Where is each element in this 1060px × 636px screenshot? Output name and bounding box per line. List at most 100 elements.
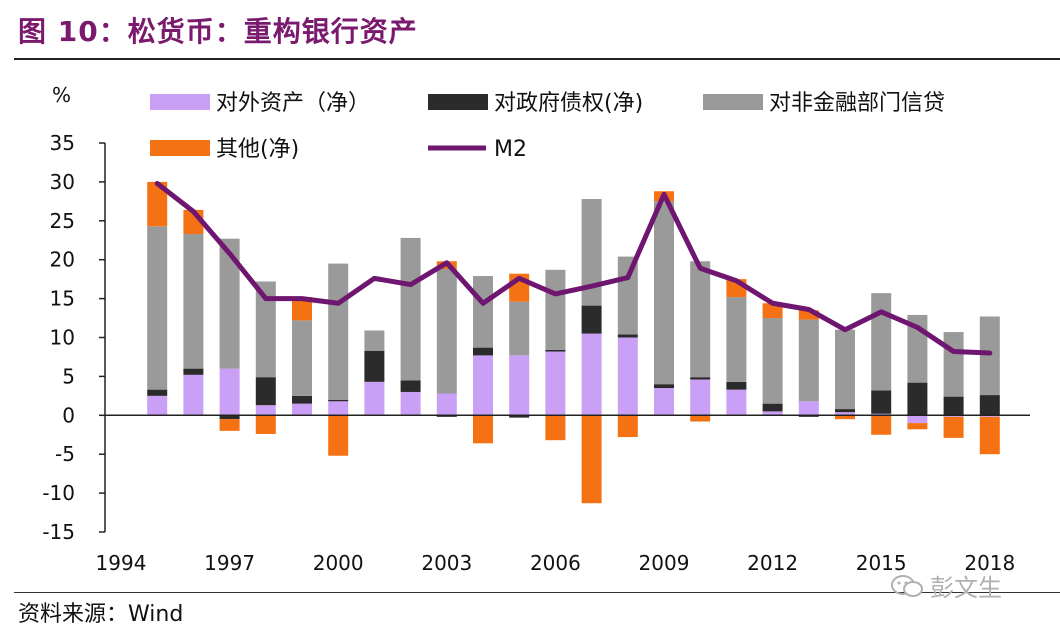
y-tick-label: 30 xyxy=(50,170,75,194)
bar-other-2015 xyxy=(871,415,892,435)
bar-nonfin-1999 xyxy=(292,320,312,396)
bar-nonfin-2008 xyxy=(617,256,638,335)
bar-other-1995 xyxy=(147,181,168,227)
bar-gov-2004 xyxy=(473,347,493,356)
x-tick-label: 2018 xyxy=(964,551,1015,575)
bar-nonfin-2013 xyxy=(798,319,819,402)
bar-foreign-1995 xyxy=(147,395,168,416)
bar-gov-2002 xyxy=(400,380,421,392)
bar-gov-2013 xyxy=(798,415,819,417)
bar-foreign-2007 xyxy=(581,333,602,416)
bar-other-2012 xyxy=(762,303,783,319)
bar-nonfin-2003 xyxy=(436,269,457,394)
bar-nonfin-2002 xyxy=(400,237,421,381)
wechat-icon xyxy=(891,574,923,597)
bar-foreign-2016 xyxy=(907,415,928,424)
legend-label-m2: M2 xyxy=(494,137,527,162)
y-tick-label: 25 xyxy=(50,209,75,233)
bar-foreign-2012 xyxy=(762,411,783,416)
bar-series-group xyxy=(147,181,1000,504)
title-divider xyxy=(14,58,1060,60)
source-note: 资料来源：Wind xyxy=(18,602,184,627)
bar-other-2004 xyxy=(473,415,493,444)
bar-nonfin-2000 xyxy=(328,263,349,400)
legend-item-other: 其他(净) xyxy=(150,137,299,162)
legend-item-gov: 对政府债权(净) xyxy=(428,91,643,116)
bar-gov-2005 xyxy=(509,415,530,418)
bar-other-2014 xyxy=(835,415,855,420)
bar-foreign-2013 xyxy=(798,401,819,416)
bar-gov-1997 xyxy=(219,415,240,420)
bar-gov-2003 xyxy=(436,415,457,417)
bar-nonfin-2004 xyxy=(473,276,493,348)
bar-foreign-1997 xyxy=(219,368,240,416)
m2-line xyxy=(154,180,993,356)
watermark-text: 彭文生 xyxy=(930,574,1002,602)
bar-gov-2007 xyxy=(581,305,602,334)
bar-foreign-2004 xyxy=(473,355,493,416)
bar-other-1997 xyxy=(219,419,240,431)
bar-gov-2011 xyxy=(726,381,747,390)
bar-nonfin-1998 xyxy=(255,281,276,378)
legend-label-other: 其他(净) xyxy=(216,137,299,162)
legend-swatch-nonfin xyxy=(703,94,763,110)
bar-nonfin-2005 xyxy=(509,301,530,356)
bar-foreign-2018 xyxy=(979,415,1000,417)
bar-foreign-2011 xyxy=(726,389,747,416)
bar-other-1998 xyxy=(255,415,276,434)
bar-foreign-2001 xyxy=(364,381,385,416)
bar-foreign-1999 xyxy=(292,403,312,416)
bar-other-2000 xyxy=(328,415,349,456)
bar-gov-2016 xyxy=(907,382,928,416)
bar-other-2018 xyxy=(979,416,1000,455)
bar-gov-1996 xyxy=(183,368,204,375)
bar-nonfin-2014 xyxy=(835,329,855,410)
y-tick-label: 15 xyxy=(50,287,75,311)
legend-label-gov: 对政府债权(净) xyxy=(494,91,643,116)
legend-item-nonfin: 对非金融部门信贷 xyxy=(703,91,945,116)
legend-swatch-foreign xyxy=(150,94,210,110)
bar-nonfin-2015 xyxy=(871,293,892,391)
bar-foreign-1996 xyxy=(183,374,204,416)
bar-other-2013 xyxy=(798,310,819,320)
bar-foreign-2015 xyxy=(871,413,892,416)
y-axis-unit-label: % xyxy=(52,83,71,107)
m2-line-group xyxy=(154,180,993,356)
x-tick-label: 2015 xyxy=(856,551,907,575)
bar-nonfin-1997 xyxy=(219,238,240,369)
bar-foreign-2002 xyxy=(400,391,421,416)
bar-gov-1999 xyxy=(292,395,312,404)
bar-gov-1998 xyxy=(255,377,276,406)
bar-foreign-2010 xyxy=(690,379,711,416)
bar-other-2010 xyxy=(690,415,711,422)
x-tick-label: 2009 xyxy=(639,551,690,575)
bar-nonfin-2011 xyxy=(726,297,747,382)
bar-gov-2018 xyxy=(979,395,1000,416)
bar-foreign-2000 xyxy=(328,401,349,416)
bar-other-1999 xyxy=(292,297,312,321)
bar-other-2016 xyxy=(907,423,928,430)
legend-item-m2: M2 xyxy=(428,137,527,162)
bar-gov-2008 xyxy=(617,334,638,338)
bar-foreign-1998 xyxy=(255,405,276,416)
bar-gov-2012 xyxy=(762,403,783,412)
y-tick-label: 5 xyxy=(62,364,75,388)
bar-gov-2017 xyxy=(943,396,964,416)
watermark: 彭文生 xyxy=(890,568,1002,603)
bar-gov-2010 xyxy=(690,377,711,380)
bar-nonfin-2018 xyxy=(979,316,1000,396)
bar-other-2017 xyxy=(943,416,964,438)
bar-other-2006 xyxy=(545,415,566,441)
footer-divider xyxy=(14,592,1060,593)
bar-gov-2015 xyxy=(871,390,892,414)
y-tick-label: 20 xyxy=(50,248,75,272)
bar-nonfin-2010 xyxy=(690,261,711,378)
x-axis: 1994 1997 2000 2003 2006 2009 2012 2015 2018 xyxy=(96,414,1030,575)
bar-nonfin-2006 xyxy=(545,269,566,350)
y-tick-label: 0 xyxy=(62,403,75,427)
bar-foreign-2003 xyxy=(436,393,457,416)
legend-label-foreign: 对外资产（净） xyxy=(216,91,370,116)
y-tick-label: -5 xyxy=(55,442,75,466)
bar-nonfin-1995 xyxy=(147,226,168,390)
